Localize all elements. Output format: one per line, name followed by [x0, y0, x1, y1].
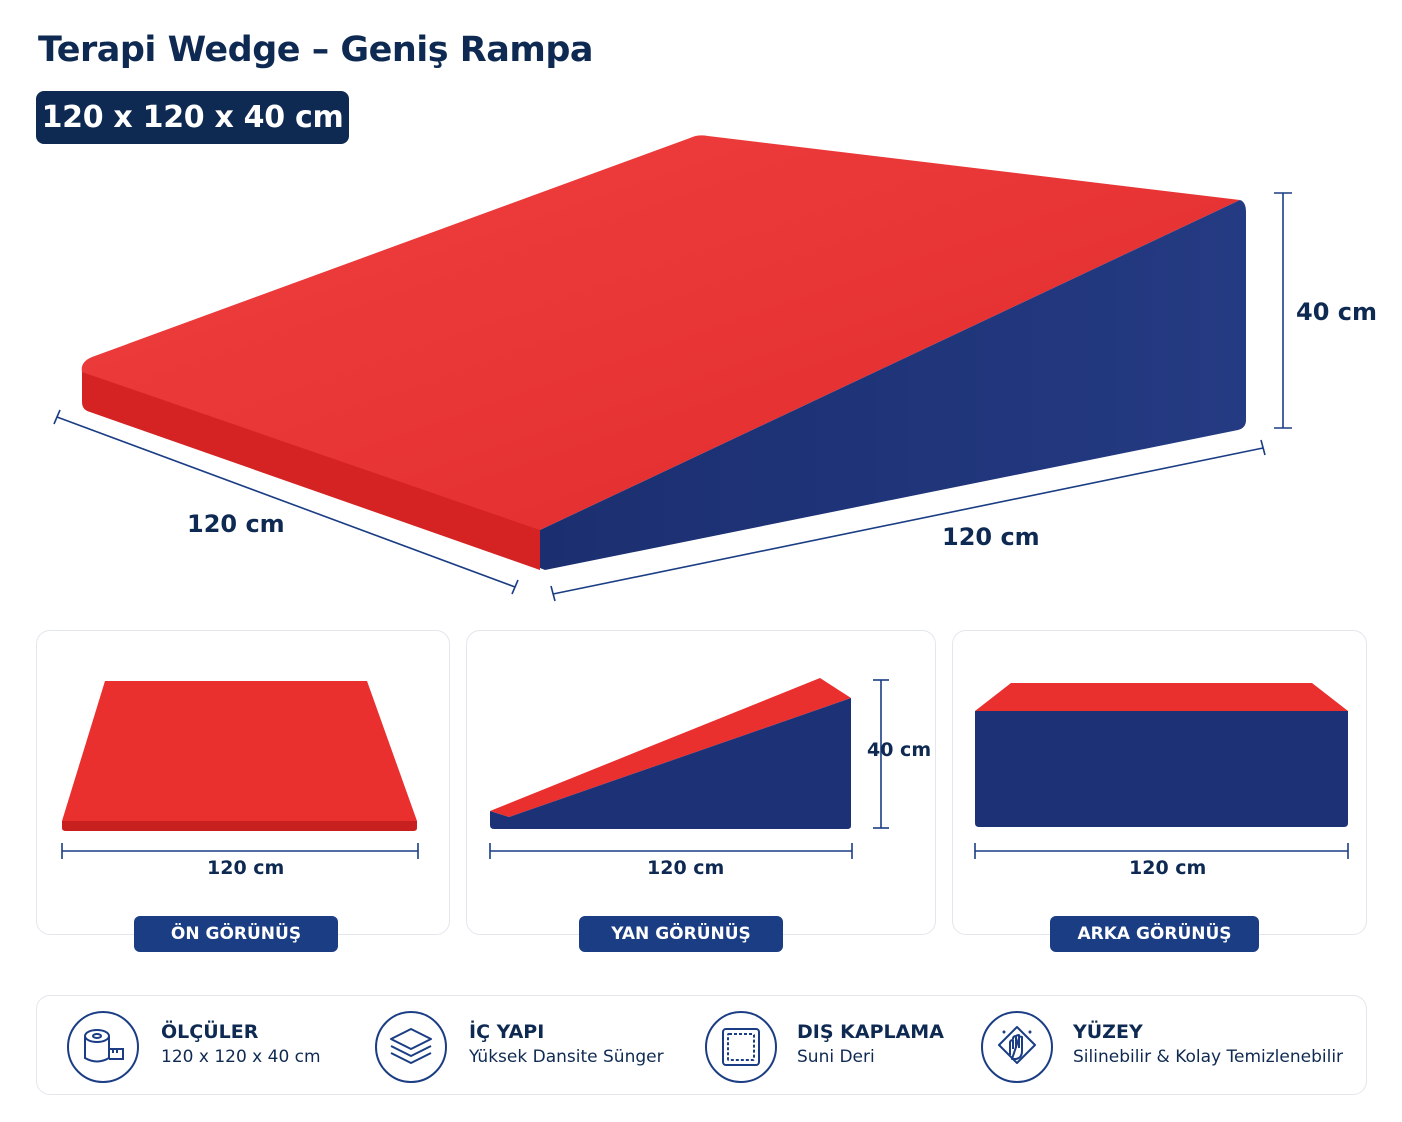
fabric-icon — [705, 1011, 777, 1083]
side-view-width-label: 120 cm — [647, 857, 725, 879]
page-title: Terapi Wedge – Geniş Rampa — [38, 30, 594, 70]
main-wedge-illustration — [53, 135, 1292, 602]
feature-inner-structure-text: Yüksek Dansite Sünger — [469, 1047, 664, 1067]
front-view-label: ÖN GÖRÜNÜŞ — [134, 916, 338, 952]
back-view-card: 120 cm — [952, 630, 1367, 935]
back-view-label: ARKA GÖRÜNÜŞ — [1050, 916, 1259, 952]
side-view-card: 40 cm 120 cm — [466, 630, 936, 935]
feature-outer-cover: DIŞ KAPLAMA Suni Deri — [705, 996, 1005, 1096]
front-view-illustration — [61, 681, 419, 859]
side-view-label: YAN GÖRÜNÜŞ — [579, 916, 783, 952]
layers-icon — [375, 1011, 447, 1083]
measuring-tape-icon — [67, 1011, 139, 1083]
height-label: 40 cm — [1296, 298, 1377, 326]
feature-surface-text: Silinebilir & Kolay Temizlenebilir — [1073, 1047, 1344, 1067]
feature-dimensions-text: 120 x 120 x 40 cm — [161, 1047, 321, 1067]
back-view-width-label: 120 cm — [1129, 857, 1207, 879]
features-bar: ÖLÇÜLER 120 x 120 x 40 cm İÇ YAPI Yüksek… — [36, 995, 1367, 1095]
front-view-width-label: 120 cm — [207, 857, 285, 879]
feature-inner-structure-title: İÇ YAPI — [469, 1021, 545, 1043]
dimensions-badge: 120 x 120 x 40 cm — [36, 91, 349, 144]
cleaning-hand-icon — [981, 1011, 1053, 1083]
feature-dimensions-title: ÖLÇÜLER — [161, 1021, 259, 1043]
width-label: 120 cm — [187, 510, 285, 538]
front-view-card: 120 cm — [36, 630, 450, 935]
feature-outer-cover-title: DIŞ KAPLAMA — [797, 1021, 944, 1043]
side-view-height-label: 40 cm — [867, 739, 932, 761]
feature-surface: YÜZEY Silinebilir & Kolay Temizlenebilir — [981, 996, 1361, 1096]
length-label: 120 cm — [942, 523, 1040, 551]
feature-surface-title: YÜZEY — [1073, 1021, 1143, 1043]
feature-inner-structure: İÇ YAPI Yüksek Dansite Sünger — [375, 996, 695, 1096]
feature-dimensions: ÖLÇÜLER 120 x 120 x 40 cm — [67, 996, 387, 1096]
back-view-illustration — [974, 683, 1349, 859]
feature-outer-cover-text: Suni Deri — [797, 1047, 875, 1067]
side-view-illustration — [489, 678, 889, 859]
